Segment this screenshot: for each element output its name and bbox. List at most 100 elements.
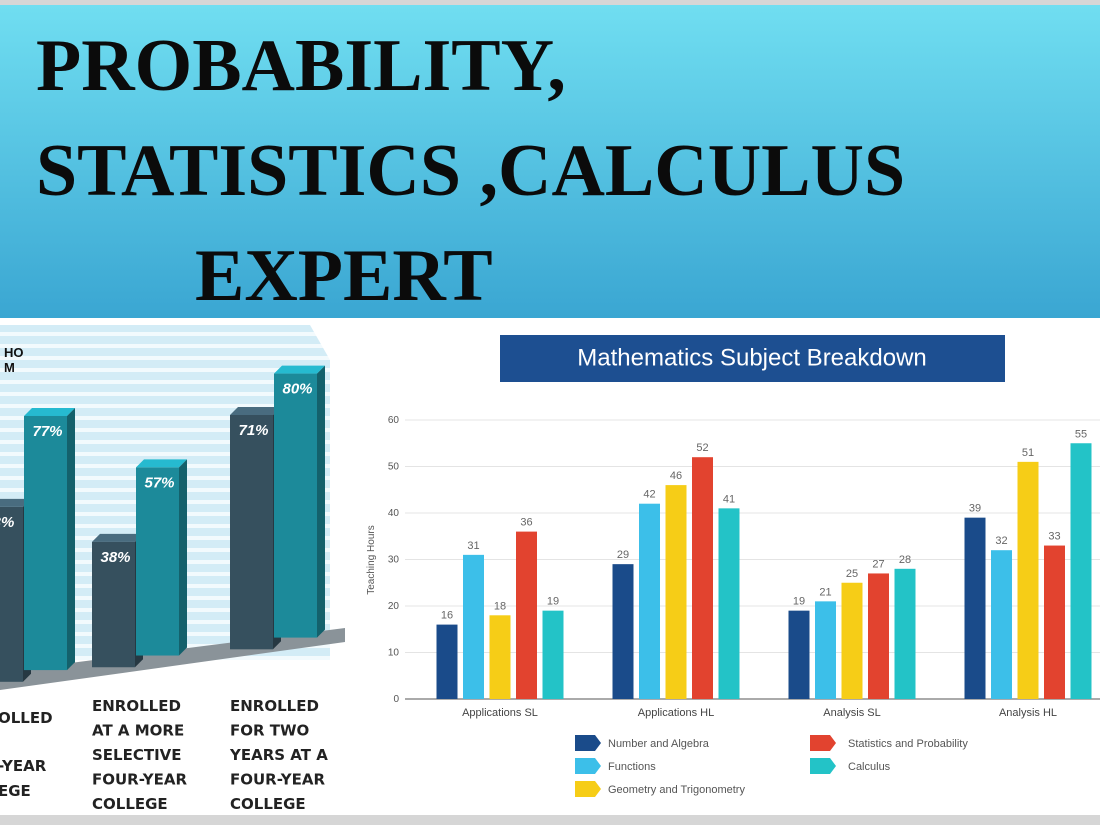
category-label: COLLEGE — [92, 795, 168, 813]
value-label: 19 — [793, 596, 805, 608]
bar — [24, 415, 67, 671]
bar — [1070, 443, 1092, 699]
bar — [692, 457, 713, 699]
bar — [489, 615, 511, 699]
bar-top — [92, 533, 143, 542]
legend-label: Number and Algebra — [608, 738, 710, 750]
legend-label: Geometry and Trigonometry — [608, 784, 745, 796]
value-label: 27 — [872, 558, 884, 570]
bar-top — [0, 498, 31, 507]
category-label: OLLED — [0, 709, 53, 727]
category-label: COLLEGE — [230, 795, 306, 813]
x-tick-label: Applications SL — [462, 707, 538, 719]
annotation: M — [4, 360, 15, 375]
y-tick-label: 30 — [388, 555, 400, 566]
value-label: 16 — [441, 610, 453, 622]
bar — [639, 503, 660, 699]
bar — [436, 624, 458, 699]
y-axis-title: Teaching Hours — [366, 525, 377, 594]
bar — [542, 610, 564, 699]
bar — [788, 610, 810, 699]
bar — [274, 373, 317, 638]
legend-swatch — [810, 735, 836, 751]
category-label: YEARS AT A — [229, 746, 328, 764]
value-label: 33 — [1048, 531, 1060, 543]
bar — [841, 582, 863, 699]
category-label: AT A MORE — [92, 722, 184, 740]
chart-title: Mathematics Subject Breakdown — [577, 344, 927, 371]
value-label: 77% — [32, 423, 62, 440]
bar — [964, 517, 986, 699]
x-tick-label: Applications HL — [638, 707, 714, 719]
bar-top — [24, 407, 75, 416]
y-tick-label: 10 — [388, 648, 400, 659]
category-label: FOUR-YEAR — [92, 771, 187, 789]
category-label: FOR TWO — [230, 722, 309, 740]
category-label: FOUR-YEAR — [230, 771, 325, 789]
value-label: 80% — [282, 381, 312, 398]
bar — [815, 601, 836, 699]
value-label: 55 — [1075, 428, 1087, 440]
category-label: ENROLLED — [92, 697, 181, 715]
value-label: 41 — [723, 493, 735, 505]
annotation: HO — [4, 345, 24, 360]
value-label: 19 — [547, 596, 559, 608]
value-label: 71% — [238, 422, 268, 439]
y-tick-label: 0 — [393, 694, 399, 705]
category-label: EGE — [0, 782, 31, 800]
category-label: ENROLLED — [230, 697, 319, 715]
bar — [1044, 545, 1065, 699]
value-label: 31 — [467, 540, 479, 552]
value-label: 57% — [144, 474, 174, 491]
value-label: 38% — [100, 549, 130, 566]
y-tick-label: 40 — [388, 508, 400, 519]
x-tick-label: Analysis SL — [823, 707, 880, 719]
bottom-border — [0, 815, 1100, 825]
legend-swatch — [810, 758, 836, 774]
bar — [516, 531, 537, 699]
chart-title-box — [500, 335, 1005, 382]
bar — [991, 550, 1012, 699]
bar-side — [179, 459, 187, 656]
legend-label: Calculus — [848, 761, 891, 773]
bar-top — [230, 407, 281, 416]
bar — [230, 415, 273, 650]
bar-top — [136, 459, 187, 468]
value-label: 52 — [696, 442, 708, 454]
banner-title: STATISTICS ,CALCULUS — [36, 130, 905, 212]
banner-title: PROBABILITY, — [36, 25, 566, 107]
value-label: 18 — [494, 600, 506, 612]
banner — [0, 5, 1100, 318]
bar — [894, 568, 916, 699]
legend-swatch — [575, 781, 601, 797]
value-label: 25 — [846, 568, 858, 580]
value-label: 29 — [617, 549, 629, 561]
bar — [868, 573, 889, 699]
banner-title: EXPERT — [195, 235, 493, 317]
y-tick-label: 50 — [388, 462, 400, 473]
value-label: 28 — [899, 554, 911, 566]
value-label: 36 — [520, 517, 532, 529]
legend-label: Functions — [608, 761, 656, 773]
bar — [665, 485, 687, 699]
bar — [0, 506, 23, 682]
value-label: 3% — [0, 514, 14, 531]
bar — [463, 554, 484, 699]
top-border — [0, 0, 1100, 5]
charts: HOM 3% 38% 71% 77% 57% 80% OLLED -YEAR EGE ENROLLE… — [0, 345, 1100, 813]
bar — [718, 508, 740, 699]
value-label: 46 — [670, 470, 682, 482]
legend-label: Statistics and Probability — [848, 738, 968, 750]
bar-side — [317, 365, 325, 638]
value-label: 21 — [819, 586, 831, 598]
value-label: 39 — [969, 503, 981, 515]
y-tick-label: 60 — [388, 415, 400, 426]
x-tick-label: Analysis HL — [999, 707, 1057, 719]
bar — [612, 564, 634, 699]
category-label: SELECTIVE — [92, 746, 182, 764]
value-label: 51 — [1022, 447, 1034, 459]
legend-swatch — [575, 735, 601, 751]
y-tick-label: 20 — [388, 601, 400, 612]
